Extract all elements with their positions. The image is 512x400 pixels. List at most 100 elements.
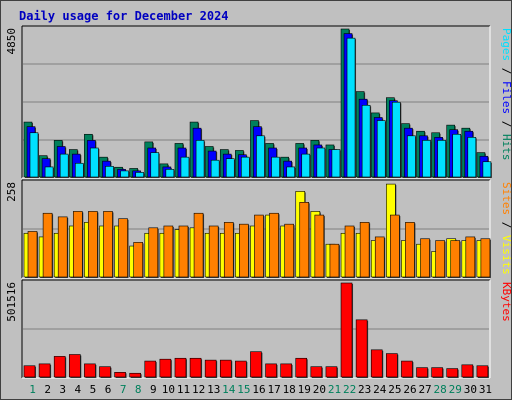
- bar-pages-day-7: [120, 170, 129, 178]
- bar-kbytes-day-21: [325, 366, 338, 378]
- bar-pages-day-16: [256, 135, 265, 178]
- bar-pages-day-8: [135, 172, 144, 178]
- bar-kbytes-day-4: [68, 354, 81, 378]
- bar-sites-day-29: [450, 240, 461, 278]
- legend-kbytes: KBytes: [500, 282, 512, 322]
- day-label-31: 31: [479, 383, 492, 396]
- bar-sites-day-9: [148, 227, 159, 278]
- bar-pages-day-3: [59, 153, 69, 178]
- bar-sites-day-10: [163, 225, 174, 278]
- legend-separator: /: [500, 61, 512, 81]
- day-label-7: 7: [120, 383, 127, 396]
- bar-sites-day-6: [103, 211, 113, 278]
- legend-separator: /: [500, 114, 512, 134]
- bar-pages-day-19: [301, 153, 311, 178]
- day-label-8: 8: [135, 383, 142, 396]
- bar-pages-day-1: [29, 132, 39, 178]
- legend-separator: /: [500, 215, 512, 235]
- bar-pages-day-23: [361, 104, 371, 178]
- day-label-22: 22: [343, 383, 356, 396]
- day-label-24: 24: [373, 383, 387, 396]
- bar-sites-day-21: [329, 243, 340, 278]
- bar-sites-day-31: [480, 238, 491, 278]
- bar-pages-day-5: [90, 147, 99, 178]
- day-label-23: 23: [358, 383, 371, 396]
- day-label-18: 18: [283, 383, 296, 396]
- bar-pages-day-29: [452, 133, 462, 178]
- day-label-30: 30: [464, 383, 477, 396]
- bar-kbytes-day-20: [310, 366, 323, 378]
- day-label-9: 9: [150, 383, 157, 396]
- day-label-20: 20: [313, 383, 326, 396]
- bar-sites-day-2: [42, 212, 53, 278]
- series-legend-visits-sites: Sites / Visits: [500, 182, 512, 275]
- day-label-5: 5: [90, 383, 97, 396]
- day-label-21: 21: [328, 383, 341, 396]
- bar-sites-day-14: [223, 222, 234, 278]
- bar-kbytes-day-30: [461, 364, 474, 378]
- y-max-label: 258: [5, 182, 18, 202]
- bar-sites-day-5: [88, 211, 98, 278]
- bar-pages-day-6: [105, 166, 114, 178]
- bar-kbytes-day-26: [401, 360, 413, 378]
- bar-kbytes-day-25: [386, 353, 398, 378]
- day-label-3: 3: [59, 383, 66, 396]
- bar-kbytes-day-14: [219, 359, 232, 378]
- bar-sites-day-13: [208, 225, 219, 278]
- bar-kbytes-day-28: [431, 367, 443, 378]
- day-label-16: 16: [252, 383, 265, 396]
- day-label-26: 26: [403, 383, 416, 396]
- bar-pages-day-17: [271, 156, 280, 178]
- bar-sites-day-15: [239, 223, 249, 278]
- bar-kbytes-day-6: [99, 366, 111, 378]
- bar-sites-day-4: [72, 211, 83, 278]
- bar-kbytes-day-5: [84, 363, 96, 378]
- day-label-10: 10: [162, 383, 175, 396]
- bar-pages-day-28: [437, 140, 446, 178]
- day-label-14: 14: [222, 383, 236, 396]
- bar-pages-day-30: [467, 137, 477, 178]
- bar-sites-day-18: [284, 223, 294, 278]
- bar-sites-day-27: [420, 238, 430, 278]
- y-max-label: 4850: [5, 28, 18, 55]
- bar-sites-day-30: [465, 236, 476, 278]
- chart-title: Daily usage for December 2024: [19, 9, 229, 23]
- bar-sites-day-1: [27, 231, 38, 278]
- bar-sites-day-3: [57, 216, 68, 278]
- day-label-15: 15: [237, 383, 250, 396]
- bar-pages-day-11: [180, 156, 190, 178]
- bar-pages-day-22: [346, 37, 356, 178]
- bar-pages-day-2: [44, 166, 54, 178]
- legend-files: Files: [500, 81, 512, 114]
- bar-kbytes-day-15: [235, 360, 247, 378]
- bar-kbytes-day-18: [280, 363, 292, 378]
- bar-kbytes-day-27: [416, 367, 428, 378]
- bar-kbytes-day-16: [250, 351, 262, 378]
- day-label-25: 25: [388, 383, 401, 396]
- bar-kbytes-day-29: [446, 368, 459, 378]
- series-legend-hits-files-pages: Pages / Files / Hits: [500, 28, 512, 161]
- day-label-29: 29: [449, 383, 462, 396]
- bar-pages-day-12: [195, 140, 205, 178]
- bar-kbytes-day-31: [476, 365, 489, 378]
- bar-kbytes-day-19: [295, 357, 308, 378]
- y-max-label: 501516: [5, 282, 18, 322]
- bar-pages-day-24: [376, 120, 386, 178]
- bar-pages-day-31: [482, 161, 492, 178]
- day-label-19: 19: [298, 383, 311, 396]
- bar-pages-day-13: [210, 159, 220, 178]
- bar-sites-day-25: [390, 214, 400, 278]
- legend-pages: Pages: [500, 28, 512, 61]
- bar-sites-day-7: [118, 218, 128, 278]
- bar-sites-day-26: [405, 222, 415, 278]
- day-label-12: 12: [192, 383, 205, 396]
- day-label-27: 27: [418, 383, 431, 396]
- day-label-11: 11: [177, 383, 190, 396]
- bar-kbytes-day-8: [129, 372, 141, 378]
- bar-sites-day-12: [193, 212, 204, 278]
- bar-kbytes-day-17: [265, 363, 277, 378]
- bar-kbytes-day-22: [340, 282, 353, 378]
- day-label-17: 17: [267, 383, 280, 396]
- bar-pages-day-9: [150, 152, 160, 178]
